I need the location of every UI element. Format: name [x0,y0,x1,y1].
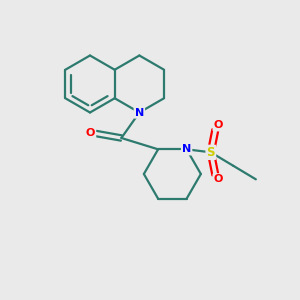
Text: O: O [214,120,223,130]
Text: S: S [207,146,215,159]
Text: N: N [135,107,144,118]
Text: N: N [182,144,191,154]
Text: O: O [214,174,223,184]
Text: O: O [86,128,95,139]
